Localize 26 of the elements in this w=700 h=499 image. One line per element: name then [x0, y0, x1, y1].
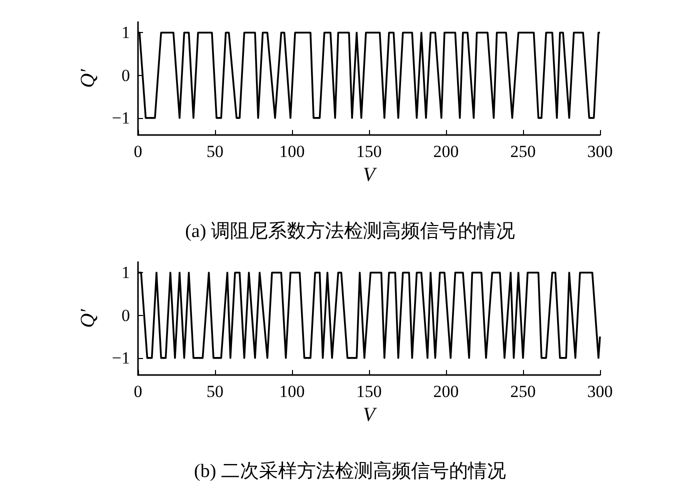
text: (a) 调阻尼系数方法检测高频信号的情况: [185, 220, 515, 242]
text: (b) 二次采样方法检测高频信号的情况: [194, 460, 506, 482]
x-tick-label: 50: [206, 142, 224, 161]
x-tick-label: 0: [134, 142, 142, 161]
x-tick-label: 0: [134, 382, 142, 401]
y-axis-title: Q′: [77, 68, 99, 88]
y-tick-label: −1: [112, 348, 130, 368]
y-tick-label: 0: [122, 66, 130, 85]
x-axis-title: V: [362, 164, 378, 186]
x-tick-label: 100: [279, 382, 305, 401]
y-tick-label: −1: [112, 108, 130, 128]
y-axis-title: Q′: [77, 308, 99, 328]
x-tick-label: 200: [433, 142, 459, 161]
y-tick-label: 1: [122, 23, 130, 42]
x-tick-label: 50: [206, 382, 224, 401]
y-tick-label: 0: [122, 306, 130, 325]
x-tick-label: 250: [510, 142, 536, 161]
x-tick-label: 150: [356, 382, 382, 401]
y-tick-label: 1: [122, 263, 130, 282]
x-tick-label: 250: [510, 382, 536, 401]
x-tick-label: 100: [279, 142, 305, 161]
x-tick-label: 150: [356, 142, 382, 161]
x-tick-label: 200: [433, 382, 459, 401]
x-tick-label: 300: [587, 382, 613, 401]
x-axis-title: V: [362, 404, 378, 426]
x-tick-label: 300: [587, 142, 613, 161]
